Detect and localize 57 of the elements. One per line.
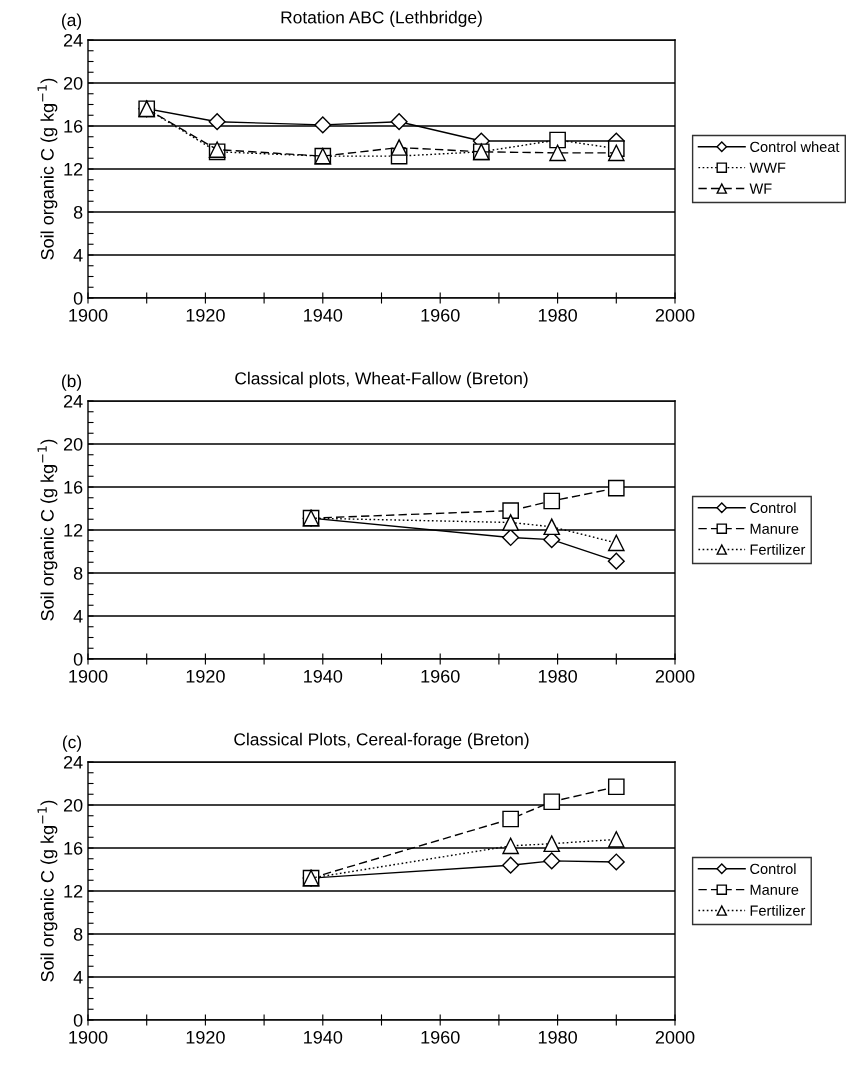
x-tick-label: 2000 — [655, 669, 695, 683]
y-tick-label: 20 — [63, 798, 83, 812]
legend-label: Control — [750, 502, 796, 514]
x-tick-label: 1920 — [186, 1030, 225, 1044]
y-tick-label: 12 — [64, 162, 83, 176]
y-tick-label: 0 — [73, 652, 83, 666]
x-tick-label: 2000 — [655, 308, 695, 322]
y-tick-label: 16 — [64, 480, 83, 494]
y-tick-label: 24 — [63, 33, 83, 47]
y-tick-label: 8 — [73, 205, 83, 219]
legend-label: WF — [749, 183, 772, 194]
x-tick-label: 1960 — [421, 669, 460, 683]
x-tick-label: 1980 — [538, 669, 577, 683]
y-tick-label: 12 — [64, 884, 83, 898]
y-tick-label: 16 — [64, 119, 83, 133]
x-tick-label: 1960 — [421, 1030, 460, 1044]
y-axis-title: Soil organic C (g kg$^{−1}$) — [37, 439, 58, 621]
legend-label: Control — [750, 863, 796, 875]
x-tick-label: 1920 — [186, 669, 225, 683]
y-tick-label: 24 — [63, 755, 83, 769]
x-tick-label: 1900 — [69, 1030, 108, 1044]
x-tick-label: 1900 — [69, 669, 108, 683]
x-tick-label: 1940 — [304, 308, 343, 322]
x-tick-label: 1980 — [538, 308, 577, 322]
y-tick-label: 8 — [73, 927, 83, 941]
text: (b) — [61, 374, 82, 391]
x-tick-label: 1940 — [304, 1030, 343, 1044]
y-tick-label: 20 — [63, 437, 83, 451]
y-axis-title: Soil organic C (g kg$^{−1}$) — [37, 800, 58, 982]
chart-title: Rotation ABC (Lethbridge) — [281, 10, 482, 27]
x-tick-label: 1920 — [186, 308, 225, 322]
text: (a) — [61, 13, 82, 30]
legend-label: Control wheat — [750, 141, 840, 153]
x-tick-label: 2000 — [655, 1030, 695, 1044]
y-tick-label: 12 — [64, 523, 83, 537]
legend-label: Manure — [750, 884, 799, 895]
y-axis-title: Soil organic C (g kg$^{−1}$) — [37, 78, 58, 260]
y-tick-label: 0 — [73, 1013, 83, 1027]
y-tick-label: 16 — [64, 841, 83, 855]
legend-label: WWF — [749, 162, 786, 173]
y-tick-label: 0 — [73, 291, 83, 305]
x-tick-label: 1900 — [69, 308, 108, 322]
x-tick-label: 1940 — [304, 669, 343, 683]
legend-label: Fertilizer — [750, 905, 806, 916]
legend-label: Manure — [750, 523, 799, 534]
y-tick-label: 4 — [73, 971, 83, 984]
x-tick-label: 1960 — [421, 308, 460, 322]
chart-title: Classical Plots, Cereal-forage (Breton) — [234, 732, 529, 749]
chart-title: Classical plots, Wheat-Fallow (Breton) — [235, 371, 528, 388]
legend-label: Fertilizer — [750, 544, 806, 555]
y-tick-label: 4 — [73, 249, 83, 262]
y-tick-label: 24 — [63, 394, 83, 408]
text: (c) — [62, 735, 82, 752]
y-tick-label: 20 — [63, 76, 83, 90]
y-tick-label: 4 — [73, 610, 83, 623]
y-tick-label: 8 — [73, 566, 83, 580]
x-tick-label: 1980 — [538, 1030, 577, 1044]
